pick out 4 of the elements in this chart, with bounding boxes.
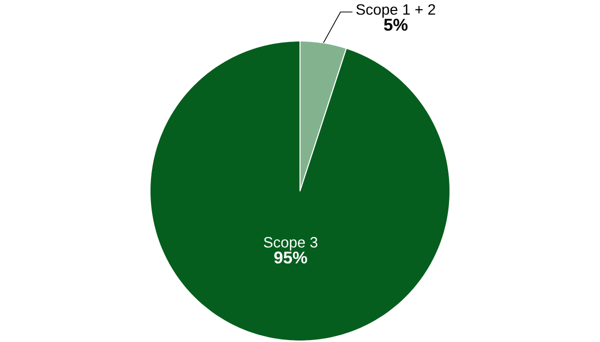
data-label: 5% xyxy=(384,18,408,31)
slice-label: Scope 1 + 2 xyxy=(356,4,436,18)
slice-label: Scope 3 xyxy=(264,236,318,251)
data-label: 95% xyxy=(274,252,308,264)
